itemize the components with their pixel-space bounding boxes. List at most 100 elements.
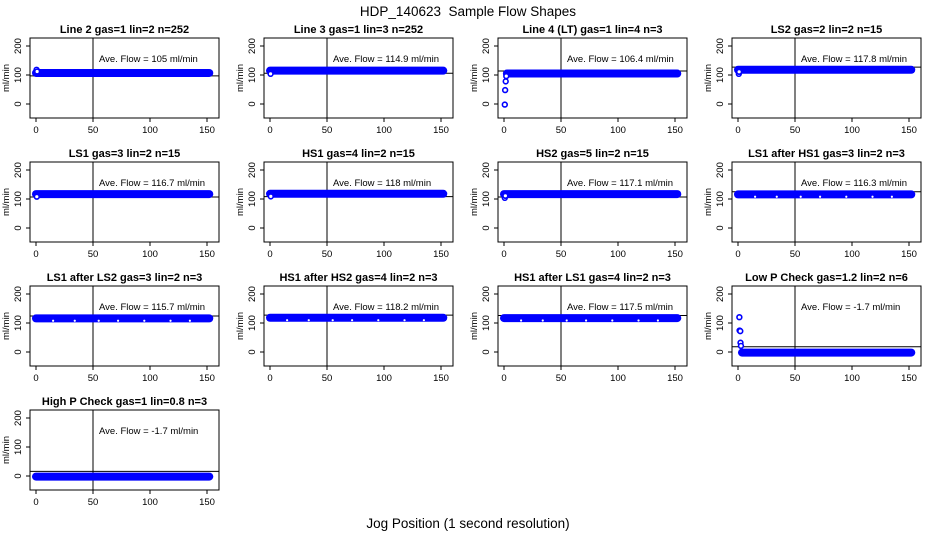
x-tick-label: 50: [88, 125, 99, 136]
x-tick-label: 100: [376, 125, 392, 136]
band-gap: [611, 319, 614, 322]
band-gap: [403, 319, 406, 322]
y-tick-label: 0: [13, 225, 24, 230]
y-tick-label: 200: [715, 286, 726, 302]
y-tick-label: 0: [13, 101, 24, 106]
y-axis-label: ml/min: [235, 188, 246, 216]
x-tick-label: 50: [88, 497, 99, 508]
band-gap: [377, 319, 380, 322]
panel-title: LS1 after HS1 gas=3 lin=2 n=3: [748, 148, 905, 160]
x-tick-label: 100: [610, 125, 626, 136]
flow-panel: 0 50 100 150 0 100 200 ml/min Line 2 gas=1 lin=2…: [0, 22, 234, 146]
x-tick-label: 0: [33, 125, 38, 136]
y-axis-label: ml/min: [469, 312, 480, 340]
band-gap: [775, 195, 778, 198]
y-tick-label: 200: [13, 410, 24, 426]
ave-flow-annotation: Ave. Flow = 115.7 ml/min: [99, 302, 205, 313]
x-tick-label: 50: [790, 125, 801, 136]
x-tick-label: 100: [142, 125, 158, 136]
x-tick-label: 150: [433, 125, 449, 136]
y-tick-label: 0: [247, 225, 258, 230]
y-tick-label: 200: [481, 286, 492, 302]
plot-box: [263, 285, 454, 367]
flow-panel: 0 50 100 150 0 100 200 ml/min Line 4 (LT) gas=1 …: [468, 22, 702, 146]
y-tick-label: 200: [247, 286, 258, 302]
x-tick-label: 0: [267, 373, 272, 384]
y-tick-label: 100: [13, 191, 24, 207]
main-title: HDP_140623 Sample Flow Shapes: [359, 4, 577, 19]
plot-box: [263, 37, 454, 119]
x-tick-label: 100: [142, 373, 158, 384]
start-point: [735, 68, 743, 76]
x-tick-label: 150: [433, 373, 449, 384]
band-gap: [656, 319, 659, 322]
ave-flow-annotation: Ave. Flow = 114.9 ml/min: [333, 54, 439, 65]
band-gap: [188, 319, 191, 322]
flow-panel: 0 50 100 150 0 100 200 ml/min LS1 after LS2 gas=…: [0, 270, 234, 394]
panel-title: Low P Check gas=1.2 lin=2 n=6: [745, 272, 908, 284]
plot-box: [29, 37, 220, 119]
y-tick-label: 0: [481, 225, 492, 230]
y-axis-label: ml/min: [1, 188, 12, 216]
y-axis-label: ml/min: [469, 64, 480, 92]
plot-box: [731, 285, 922, 367]
plot-box: [29, 285, 220, 367]
x-tick-label: 50: [790, 249, 801, 260]
band-gap: [799, 195, 802, 198]
x-tick-label: 50: [556, 373, 567, 384]
x-tick-label: 150: [433, 249, 449, 260]
x-tick-label: 100: [142, 497, 158, 508]
plot-box: [29, 409, 220, 491]
ave-flow-annotation: Ave. Flow = 106.4 ml/min: [567, 54, 674, 65]
y-tick-label: 0: [481, 101, 492, 106]
y-tick-label: 0: [715, 349, 726, 354]
y-tick-label: 100: [715, 315, 726, 331]
ave-flow-annotation: Ave. Flow = -1.7 ml/min: [99, 426, 198, 437]
start-point: [33, 193, 40, 200]
x-tick-label: 50: [556, 249, 567, 260]
x-tick-label: 150: [199, 497, 215, 508]
flow-panel: 0 50 100 150 0 100 200 ml/min High P Check gas=1…: [0, 394, 234, 518]
y-tick-label: 200: [481, 38, 492, 54]
panel-title: HS1 after HS2 gas=4 lin=2 n=3: [279, 272, 437, 284]
panel-title: Line 4 (LT) gas=1 lin=4 n=3: [522, 24, 662, 36]
panel-grid: 0 50 100 150 0 100 200 ml/min Line 2 gas=1 lin=2…: [0, 22, 936, 518]
plot-box: [497, 285, 688, 367]
y-axis-label: ml/min: [469, 188, 480, 216]
y-tick-label: 100: [481, 315, 492, 331]
x-tick-label: 50: [556, 125, 567, 136]
x-tick-label: 100: [376, 249, 392, 260]
ave-flow-annotation: Ave. Flow = -1.7 ml/min: [801, 302, 900, 313]
y-tick-label: 0: [481, 349, 492, 354]
x-tick-label: 100: [376, 373, 392, 384]
start-point: [501, 101, 508, 108]
y-tick-label: 200: [13, 38, 24, 54]
x-tick-label: 150: [901, 125, 917, 136]
start-point: [502, 78, 509, 85]
y-tick-label: 100: [247, 67, 258, 83]
panel-title: HS2 gas=5 lin=2 n=15: [536, 148, 649, 160]
y-tick-label: 100: [247, 191, 258, 207]
y-tick-label: 100: [13, 315, 24, 331]
flow-panel: 0 50 100 150 0 100 200 ml/min HS2 gas=5 lin=2 n=…: [468, 146, 702, 270]
y-axis-label: ml/min: [1, 312, 12, 340]
start-point: [503, 72, 510, 80]
x-tick-label: 50: [790, 373, 801, 384]
ave-flow-annotation: Ave. Flow = 116.3 ml/min: [801, 178, 907, 189]
y-tick-label: 100: [481, 67, 492, 83]
ave-flow-annotation: Ave. Flow = 116.7 ml/min: [99, 178, 205, 189]
flow-panel: 0 50 100 150 0 100 200 ml/min Low P Check gas=1.…: [702, 270, 936, 394]
x-axis-title: Jog Position (1 second resolution): [366, 516, 570, 531]
x-tick-label: 100: [610, 249, 626, 260]
y-tick-label: 100: [13, 67, 24, 83]
y-axis-label: ml/min: [703, 312, 714, 340]
ave-flow-annotation: Ave. Flow = 117.1 ml/min: [567, 178, 673, 189]
band-gap: [307, 319, 310, 322]
start-point: [737, 327, 744, 335]
